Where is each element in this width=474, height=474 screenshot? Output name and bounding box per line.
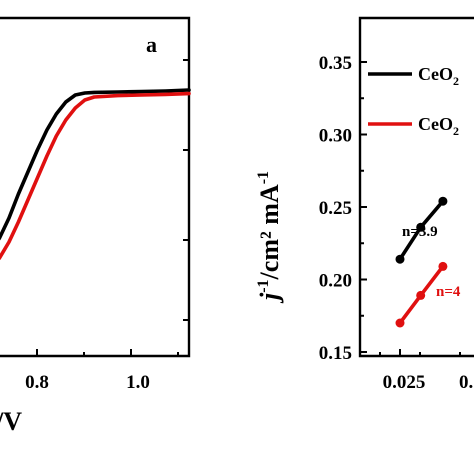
panel-b-y-tick-label: 0.15 [319,343,352,364]
y-label-j: j [255,292,284,304]
panel-b-axes [358,16,474,358]
panel-a-series-line-1 [0,91,191,261]
panel-b-y-tick-label: 0.30 [319,126,352,147]
panel-a-label: a [146,32,157,57]
annotation-red: n=4 [436,284,461,300]
panel-a-x-axis-label: /V [0,407,22,436]
panel-b-data-point [395,254,405,264]
panel-a-axes [0,16,191,358]
legend: CeO2 CeO2 [368,64,459,138]
y-label-sup2: -1 [255,171,272,184]
panel-a-series-line-0 [0,88,191,241]
panel-a: 0.8 1.0 /V a [0,16,191,436]
panel-b-y-tick-label: 0.35 [319,53,352,74]
legend-label-red: CeO2 [418,114,459,138]
panel-a-x-tick-label: 0.8 [25,372,49,393]
panel-b-x-tick-label: 0.025 [383,372,426,393]
panel-b-y-axis-label: j-1/cm² mA-1 [255,171,284,304]
panel-b: 0.150.200.250.300.35 0.025 0. j-1/cm² mA… [255,16,474,393]
legend-label-black: CeO2 [418,64,459,88]
panel-b-y-tick-label: 0.20 [319,271,352,292]
y-label-sup: -1 [255,279,272,292]
panel-b-y-tick-label: 0.25 [319,198,352,219]
panel-a-plot-area [0,88,191,261]
panel-b-data-point [438,261,448,271]
annotation-black: n=3.9 [402,224,438,240]
panel-b-x-tick-label: 0. [459,372,473,393]
panel-b-plot-area [395,196,448,328]
panel-a-x-tick-label: 1.0 [126,372,150,393]
panel-b-data-point [416,222,426,232]
panel-b-y-ticks: 0.15 0.20 0.25 0.30 0.35 [319,53,367,364]
panel-b-data-point [416,290,426,300]
panel-b-data-point [395,318,405,328]
y-label-unit: /cm² mA [255,184,284,280]
panel-b-data-point [438,196,448,206]
